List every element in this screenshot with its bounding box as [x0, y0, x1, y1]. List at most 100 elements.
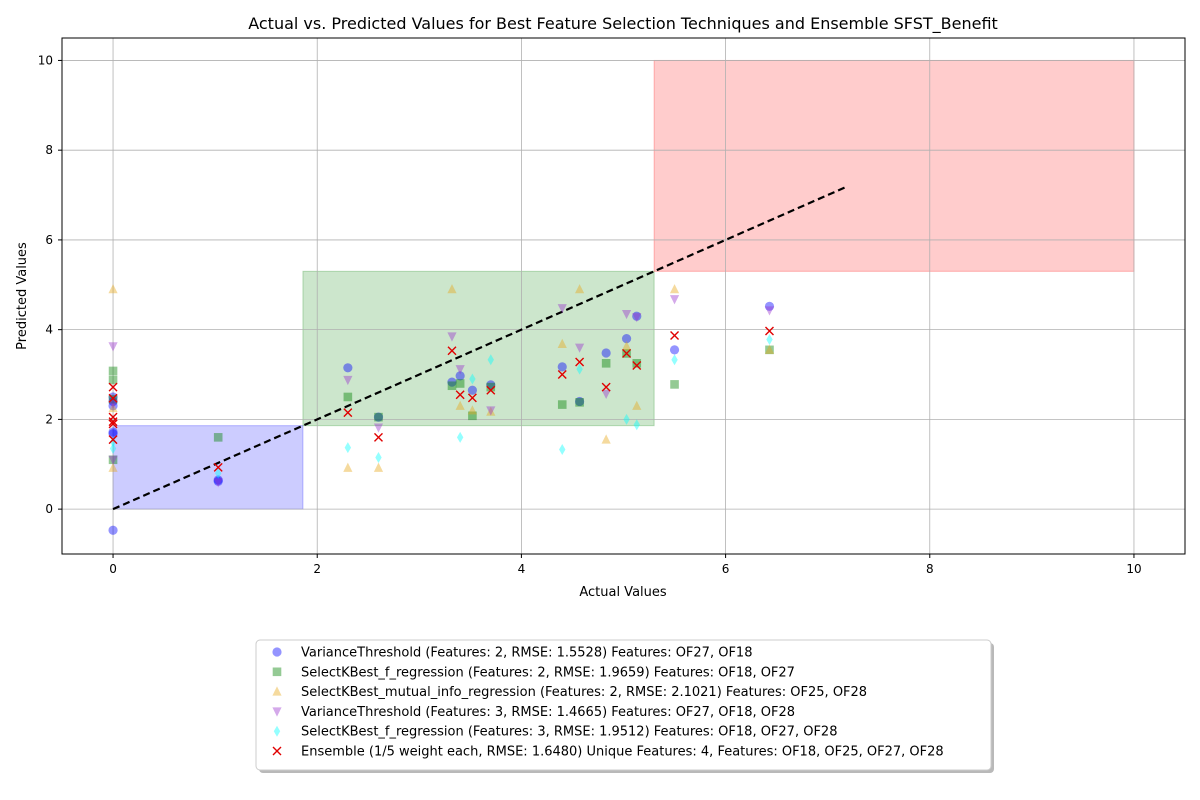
data-point: [108, 401, 118, 411]
data-point: [557, 338, 567, 349]
data-point: [622, 348, 632, 358]
data-point: [455, 379, 465, 388]
data-points: [108, 284, 775, 535]
data-point: [486, 385, 496, 395]
data-point: [632, 361, 642, 371]
data-point: [375, 452, 382, 464]
x-tick-label: 6: [722, 562, 730, 576]
plot-area: 0 2 4 6 8 10 0 2 4 6 8 10: [38, 37, 1186, 576]
y-tick-label: 6: [45, 233, 53, 247]
data-point: [108, 396, 118, 407]
data-point: [669, 295, 680, 305]
data-point: [108, 525, 118, 535]
y-axis-label: Predicted Values: [15, 242, 30, 350]
data-point: [109, 443, 117, 455]
data-point: [455, 390, 465, 400]
data-point: [621, 341, 632, 351]
x-tick-label: 10: [1126, 562, 1141, 576]
data-point: [108, 284, 118, 294]
y-tick-label: 10: [38, 53, 53, 67]
data-point: [764, 301, 775, 311]
data-point: [764, 306, 775, 316]
data-point: [374, 412, 383, 422]
data-point: [764, 344, 775, 354]
data-point: [447, 381, 457, 391]
data-point: [272, 647, 282, 657]
data-point: [447, 377, 457, 387]
data-point: [671, 354, 678, 366]
data-point: [343, 462, 353, 472]
data-point: [486, 382, 496, 392]
data-point: [575, 398, 584, 407]
data-point: [108, 399, 118, 409]
data-point: [455, 371, 465, 381]
data-point: [108, 382, 118, 392]
data-point: [272, 746, 282, 756]
y-tick-label: 2: [45, 412, 53, 426]
data-point: [108, 392, 118, 402]
data-point: [455, 400, 465, 410]
data-point: [108, 462, 118, 472]
x-tick-label: 0: [109, 562, 117, 576]
data-point: [455, 365, 465, 375]
legend-label: VarianceThreshold (Features: 2, RMSE: 1.…: [301, 646, 752, 661]
data-point: [575, 284, 585, 294]
legend-label: SelectKBest_f_regression (Features: 3, R…: [301, 725, 837, 740]
data-point: [623, 413, 630, 425]
axes-frame: [61, 37, 1186, 555]
data-point: [601, 434, 611, 444]
data-point: [213, 478, 223, 488]
legend-label: VarianceThreshold (Features: 3, RMSE: 1.…: [301, 705, 795, 720]
data-point: [575, 357, 585, 367]
data-point: [632, 359, 642, 368]
data-point: [343, 375, 353, 386]
legend-label: SelectKBest_mutual_info_regression (Feat…: [301, 685, 867, 700]
y-tick-label: 4: [45, 323, 53, 337]
legend-label: Ensemble (1/5 weight each, RMSE: 1.6480)…: [301, 745, 944, 760]
data-point: [373, 462, 384, 472]
data-point: [576, 363, 583, 375]
data-point: [486, 406, 496, 416]
legend: VarianceThreshold (Features: 2, RMSE: 1.…: [255, 639, 994, 773]
data-point: [343, 408, 353, 418]
data-point: [108, 455, 118, 465]
data-point: [343, 392, 353, 402]
data-point: [272, 707, 282, 717]
legend-box: [255, 639, 992, 771]
x-tick-label: 8: [926, 562, 934, 576]
x-tick-label: 2: [313, 562, 321, 576]
data-point: [557, 370, 567, 380]
data-point: [621, 309, 632, 320]
y-tick-label: 0: [45, 502, 53, 516]
data-point: [213, 476, 223, 486]
data-point: [272, 667, 282, 677]
x-axis-label: Actual Values: [579, 585, 667, 600]
data-point: [557, 400, 567, 409]
data-point: [344, 442, 352, 454]
data-point: [557, 362, 567, 372]
data-point: [108, 429, 118, 439]
data-point: [669, 284, 680, 294]
legend-label: SelectKBest_f_regression (Features: 2, R…: [301, 665, 795, 680]
data-point: [557, 304, 567, 314]
data-point: [559, 443, 566, 455]
data-point: [273, 725, 281, 737]
data-point: [468, 411, 477, 421]
data-point: [108, 419, 118, 429]
data-point: [456, 431, 464, 443]
data-point: [108, 427, 118, 437]
data-point: [373, 432, 383, 442]
data-point: [213, 475, 223, 485]
data-point: [669, 345, 680, 355]
y-tick-label: 8: [45, 143, 53, 157]
data-point: [108, 417, 118, 427]
data-point: [108, 402, 118, 413]
data-point: [467, 405, 478, 415]
data-point: [108, 393, 118, 403]
data-point: [447, 346, 457, 356]
data-point: [601, 348, 611, 358]
data-point: [765, 345, 774, 355]
data-point: [108, 375, 118, 385]
data-point: [109, 436, 117, 448]
